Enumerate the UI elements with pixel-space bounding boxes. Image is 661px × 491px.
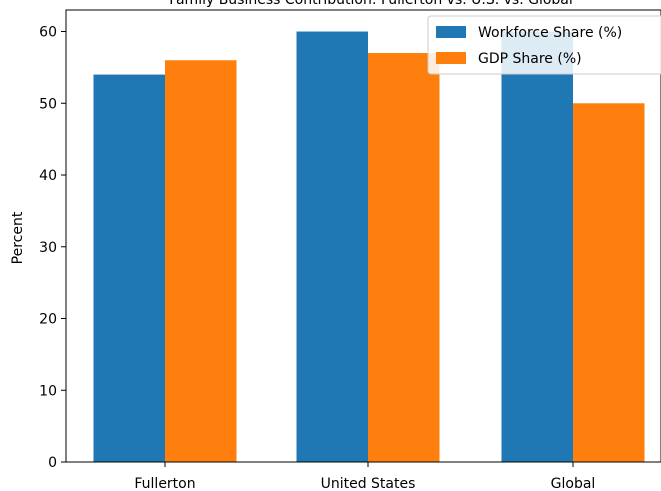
y-tick-label: 40 [39, 168, 57, 184]
legend-label-workforce: Workforce Share (%) [478, 25, 622, 41]
y-tick-label: 30 [39, 240, 57, 256]
legend-swatch-workforce [436, 26, 466, 38]
chart-title: Family Business Contribution: Fullerton … [169, 0, 573, 8]
y-tick-label: 60 [39, 25, 57, 41]
x-tick-label: Fullerton [134, 476, 195, 491]
x-tick-label: United States [321, 476, 416, 491]
bar-gdp-2 [573, 103, 645, 463]
y-tick-label: 20 [39, 312, 57, 328]
legend: Workforce Share (%) GDP Share (%) [427, 15, 661, 75]
legend-box [427, 15, 661, 75]
legend-label-gdp: GDP Share (%) [478, 51, 582, 67]
y-tick-label: 50 [39, 96, 57, 112]
x-tick-label: Global [551, 476, 596, 491]
bar-gdp-1 [368, 53, 440, 463]
bar-workforce-2 [501, 31, 573, 463]
plot-frame [65, 9, 661, 463]
bars-layer [93, 31, 645, 463]
legend-swatch-gdp [436, 52, 466, 64]
y-axis: 0 10 20 30 40 50 60 [39, 25, 66, 471]
bar-workforce-0 [93, 74, 165, 463]
y-axis-label: Percent [10, 211, 26, 264]
y-tick-label: 10 [39, 383, 57, 399]
bar-gdp-0 [165, 60, 237, 462]
bar-workforce-1 [296, 31, 368, 463]
y-tick-label: 0 [48, 455, 57, 471]
x-axis: Fullerton United States Global [134, 462, 595, 491]
